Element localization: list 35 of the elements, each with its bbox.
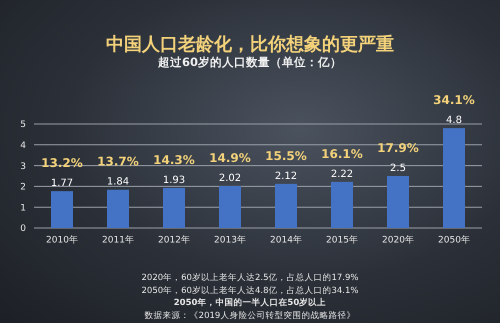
- x-tick-label: 2013年: [214, 234, 246, 246]
- y-tick-label: 5: [20, 120, 26, 130]
- y-tick-label: 2: [20, 182, 26, 193]
- chart-title: 中国人口老龄化，比你想象的更严重: [105, 33, 395, 56]
- source-note: 数据来源：《2019人身险公司转型突围的战略路径》: [144, 310, 356, 322]
- data-label: 4.8: [446, 115, 462, 126]
- text: 2020年，60岁以上老年人达2.5亿，占总人口的17.9%: [140, 272, 360, 284]
- annotation: 14.3%: [153, 152, 195, 167]
- data-label: 1.77: [50, 178, 74, 190]
- data-label: 1.84: [106, 176, 130, 188]
- y-tick-label: 3: [20, 162, 26, 172]
- annotation: 34.1%: [433, 93, 475, 108]
- data-label: 1.93: [162, 174, 186, 186]
- annotation: 17.9%: [377, 141, 419, 155]
- x-tick-label: 2020年: [382, 234, 414, 246]
- chart-subtitle: 超过60岁的人口数量（单位：亿）: [156, 55, 343, 70]
- text: 2050年，中国的一半人口在50岁以上: [172, 297, 328, 310]
- data-label: 2.5: [390, 163, 406, 174]
- x-tick-label: 2012年: [158, 234, 190, 246]
- data-label: 2.02: [218, 172, 242, 184]
- annotation: 16.1%: [321, 146, 363, 161]
- x-tick-label: 2015年: [326, 234, 358, 246]
- annotation: 13.7%: [97, 154, 139, 169]
- annotation: 15.5%: [265, 148, 307, 163]
- y-tick-label: 0: [20, 224, 26, 234]
- x-tick-label: 2010年: [46, 234, 78, 246]
- y-tick-label: 4: [20, 140, 26, 151]
- text: 2050年，60岁以上老年人达4.8亿，占总人口的34.1%: [140, 284, 360, 297]
- y-tick-label: 1: [20, 203, 26, 214]
- annotation: 14.9%: [209, 150, 251, 165]
- x-tick-label: 2014年: [270, 234, 302, 246]
- x-tick-label: 2011年: [102, 234, 134, 246]
- data-label: 2.22: [330, 168, 354, 180]
- data-label: 2.12: [274, 170, 298, 182]
- x-tick-label: 2050年: [438, 234, 470, 246]
